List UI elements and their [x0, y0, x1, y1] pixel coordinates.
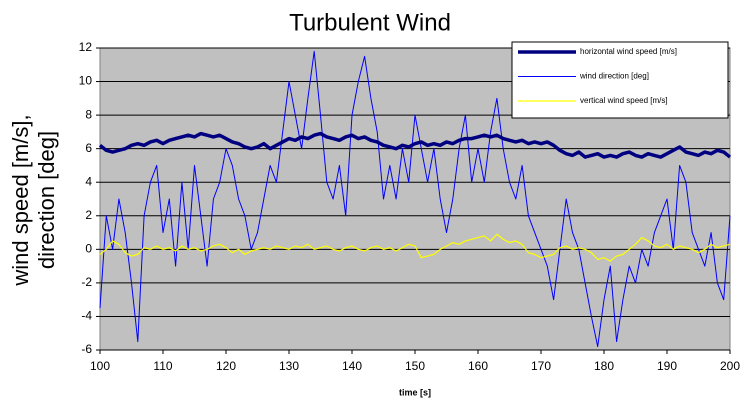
y-axis-label: wind speed [m/s], direction [deg]	[8, 114, 59, 286]
x-axis-label: time [s]	[399, 387, 431, 397]
y-tick-label: 2	[85, 208, 92, 222]
legend-label: horizontal wind speed [m/s]	[580, 47, 677, 56]
x-tick-label: 200	[720, 359, 740, 373]
legend-box	[511, 41, 729, 119]
x-tick-label: 190	[657, 359, 677, 373]
series-line	[98, 131, 732, 159]
x-tick-label: 180	[594, 359, 614, 373]
legend-label: wind direction [deg]	[579, 72, 649, 81]
y-tick-label: 10	[79, 74, 93, 88]
y-tick-label: -4	[81, 309, 92, 323]
y-tick-label: 4	[85, 174, 92, 188]
legend-label: vertical wind speed [m/s]	[580, 96, 668, 105]
y-tick-label: -2	[81, 275, 92, 289]
x-tick-label: 160	[468, 359, 488, 373]
chart-title: Turbulent Wind	[289, 9, 451, 36]
y-tick-label: 6	[85, 141, 92, 155]
series-line	[99, 233, 731, 262]
x-tick-label: 110	[153, 359, 172, 373]
y-tick-label: 0	[85, 242, 92, 256]
y-axis-label-line: wind speed [m/s],	[8, 114, 33, 286]
x-tick-label: 170	[531, 359, 551, 373]
y-tick-label: 12	[79, 40, 93, 54]
x-tick-label: 100	[90, 359, 110, 373]
x-tick-label: 150	[405, 359, 425, 373]
x-tick-label: 130	[279, 359, 299, 373]
x-tick-label: 120	[216, 359, 236, 373]
y-tick-label: -6	[81, 342, 92, 356]
x-tick-label: 140	[342, 359, 362, 373]
y-axis-label-line: direction [deg]	[34, 131, 59, 269]
y-tick-label: 8	[85, 107, 92, 121]
